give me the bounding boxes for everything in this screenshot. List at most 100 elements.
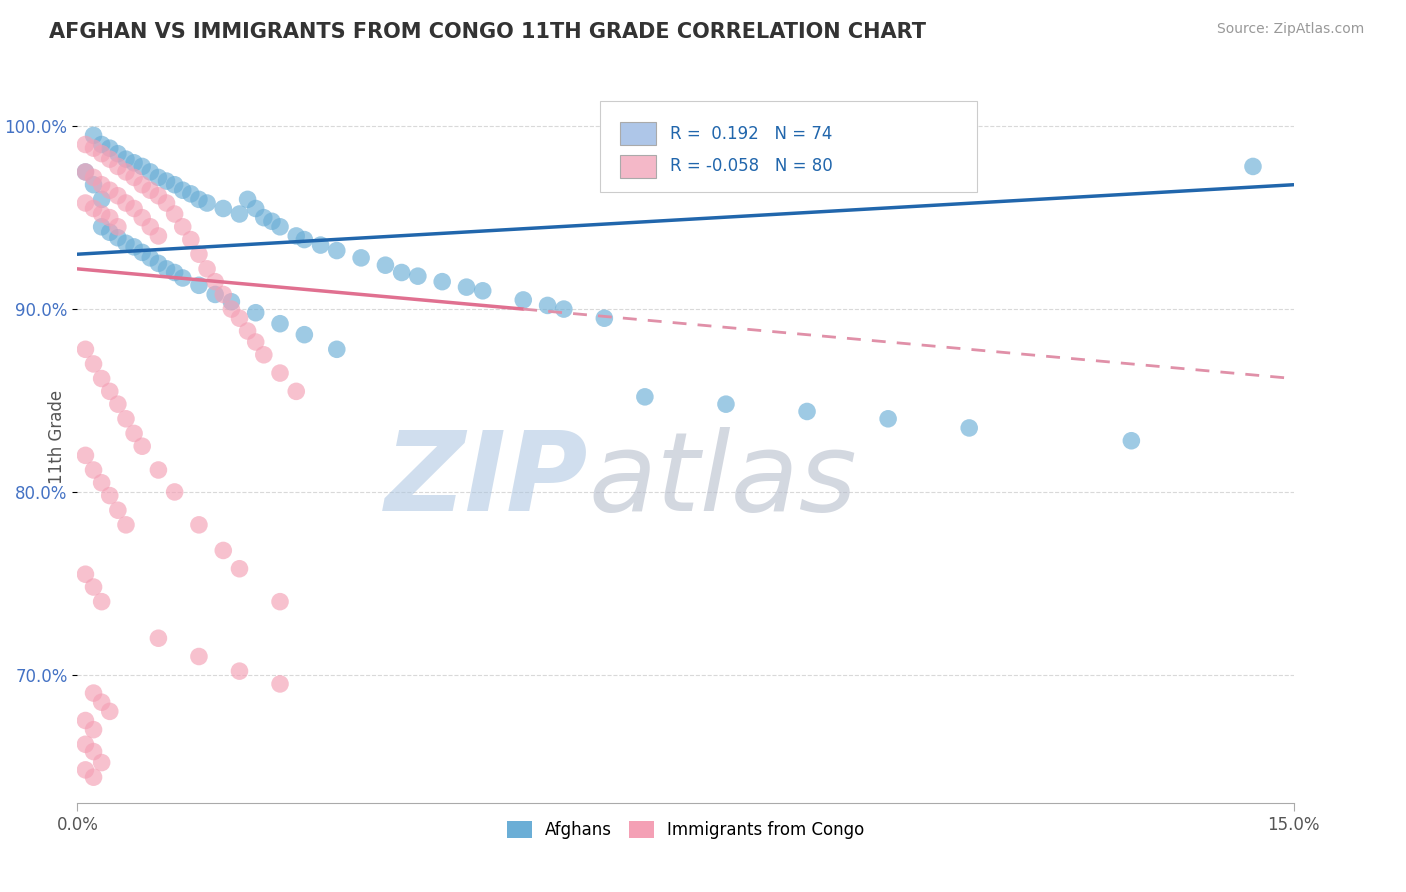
FancyBboxPatch shape [600,101,977,192]
Point [107,231,129,245]
Point [1241,160,1264,174]
Point [228,207,250,221]
Point [115,411,138,425]
Text: Source: ZipAtlas.com: Source: ZipAtlas.com [1216,22,1364,37]
Point [148,228,170,243]
Point [148,463,170,477]
Point [90,178,112,192]
Point [391,265,413,279]
Point [309,238,332,252]
FancyBboxPatch shape [620,154,657,178]
Point [253,211,276,225]
Point [172,183,194,197]
Point [98,384,121,399]
Point [236,324,259,338]
Point [163,207,186,221]
Point [131,439,153,453]
Legend: Afghans, Immigrants from Congo: Afghans, Immigrants from Congo [501,814,870,846]
Point [83,141,105,155]
Point [122,170,145,185]
Point [83,686,105,700]
Point [75,567,97,582]
Point [796,404,818,418]
Point [593,311,616,326]
Point [90,695,112,709]
Point [163,265,186,279]
Point [172,219,194,234]
Point [269,219,291,234]
Point [83,178,105,192]
Point [90,594,112,608]
Point [98,141,121,155]
Point [245,334,267,349]
Point [115,196,138,211]
Point [188,517,211,532]
Point [536,298,558,312]
Point [98,152,121,166]
Point [188,649,211,664]
Point [75,196,97,211]
Point [714,397,737,411]
Point [90,207,112,221]
Point [83,463,105,477]
Point [195,261,218,276]
Point [148,188,170,202]
Point [212,202,235,216]
Point [204,275,226,289]
Point [163,484,186,499]
Point [245,202,267,216]
Point [75,165,97,179]
Point [90,219,112,234]
Point [75,714,97,728]
Point [139,219,162,234]
Point [155,196,177,211]
Y-axis label: 11th Grade: 11th Grade [48,390,66,484]
Point [115,517,138,532]
Point [83,357,105,371]
Point [90,756,112,770]
Point [83,128,105,143]
Point [292,233,315,247]
Point [90,137,112,152]
Point [292,327,315,342]
Point [131,211,153,225]
Point [75,737,97,751]
Point [212,287,235,301]
Point [221,301,243,316]
Point [122,155,145,169]
Point [221,294,243,309]
Text: AFGHAN VS IMMIGRANTS FROM CONGO 11TH GRADE CORRELATION CHART: AFGHAN VS IMMIGRANTS FROM CONGO 11TH GRA… [49,22,927,42]
Point [98,704,121,718]
Point [90,371,112,385]
Point [155,261,177,276]
Point [204,287,226,301]
Point [285,228,308,243]
Point [326,244,349,258]
Point [148,170,170,185]
Point [326,343,349,357]
Point [107,188,129,202]
Point [115,165,138,179]
Point [139,165,162,179]
Point [245,306,267,320]
Point [83,202,105,216]
Point [107,219,129,234]
Point [1121,434,1143,448]
Point [75,448,97,462]
Point [139,251,162,265]
Point [430,275,453,289]
Point [195,196,218,211]
Text: R =  0.192   N = 74: R = 0.192 N = 74 [669,125,832,143]
Point [83,770,105,784]
Point [212,543,235,558]
Point [83,580,105,594]
Point [122,240,145,254]
Point [180,233,202,247]
Point [90,475,112,490]
Point [957,421,980,435]
Point [228,664,250,678]
Point [115,152,138,166]
Point [456,280,478,294]
Point [228,311,250,326]
Point [131,245,153,260]
